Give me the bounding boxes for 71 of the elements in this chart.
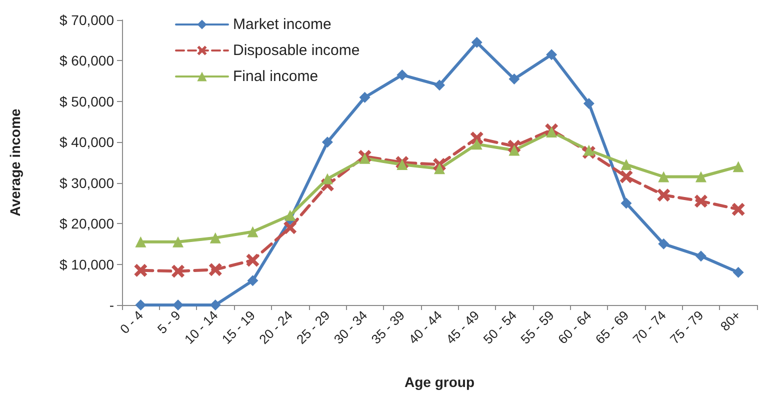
y-tick-label: $ 50,000 <box>60 93 114 110</box>
point <box>172 264 185 278</box>
point <box>208 263 222 276</box>
x-tick-label: 10 - 14 <box>181 308 221 347</box>
point <box>471 138 482 150</box>
point <box>135 300 146 310</box>
x-tick-label: 35 - 39 <box>368 308 408 347</box>
x-tick-label: 25 - 29 <box>294 308 333 347</box>
point <box>620 170 633 184</box>
x-tick-label: 55 - 59 <box>518 308 557 347</box>
point <box>583 144 594 156</box>
point <box>396 69 408 80</box>
point <box>359 152 370 164</box>
x-tick-label: 65 - 69 <box>592 308 632 347</box>
x-tick-label: 70 - 74 <box>630 308 669 347</box>
point <box>732 266 744 278</box>
point <box>246 254 260 267</box>
point <box>322 173 333 184</box>
point <box>583 98 594 109</box>
y-tick-label: $ 30,000 <box>60 174 114 191</box>
point <box>471 36 482 48</box>
point <box>134 264 148 277</box>
point <box>658 238 670 250</box>
point <box>508 74 520 85</box>
x-tick-label: 75 - 79 <box>667 308 706 347</box>
point <box>732 202 745 216</box>
x-tick-label: 20 - 24 <box>256 308 296 347</box>
point <box>135 236 146 248</box>
x-tick-label: 60 - 64 <box>555 308 594 347</box>
point <box>434 80 445 91</box>
point <box>694 194 708 208</box>
x-axis-title: Age group <box>404 374 474 390</box>
point <box>508 144 520 156</box>
y-tick-label: $ 20,000 <box>60 216 114 232</box>
point <box>732 161 744 172</box>
x-tick-label: 15 - 19 <box>218 308 258 347</box>
x-tick-label: 5 - 9 <box>154 308 184 337</box>
y-tick-label: - <box>109 297 114 313</box>
point <box>247 275 258 286</box>
point <box>172 236 184 248</box>
y-axis-title: Average income <box>7 108 23 216</box>
point <box>546 126 558 138</box>
y-tick-label: $ 70,000 <box>60 12 114 28</box>
point <box>620 198 632 209</box>
legend-label: Market income <box>233 16 332 33</box>
x-tick-label: 0 - 4 <box>117 308 146 337</box>
y-tick-label: $ 40,000 <box>60 134 114 150</box>
point <box>210 232 221 244</box>
point <box>284 221 297 234</box>
point <box>657 188 670 202</box>
x-tick-label: 45 - 49 <box>442 308 482 347</box>
point <box>470 132 484 145</box>
point <box>434 163 445 174</box>
point <box>658 171 670 182</box>
y-tick-label: $ 60,000 <box>60 52 114 69</box>
x-tick-label: 80+ <box>717 308 744 334</box>
point <box>247 226 258 238</box>
y-tick-label: $ 10,000 <box>60 256 114 272</box>
point <box>284 210 296 221</box>
point <box>695 250 706 262</box>
x-tick-label: 30 - 34 <box>330 308 370 347</box>
point <box>396 159 408 170</box>
legend-label: Disposable income <box>233 42 360 59</box>
x-tick-label: 40 - 44 <box>406 308 445 347</box>
point <box>546 49 558 60</box>
point <box>322 136 333 148</box>
legend-label: Final income <box>233 68 318 85</box>
point <box>359 92 370 103</box>
x-tick-label: 50 - 54 <box>480 308 520 347</box>
point <box>620 159 632 170</box>
point <box>695 171 706 182</box>
